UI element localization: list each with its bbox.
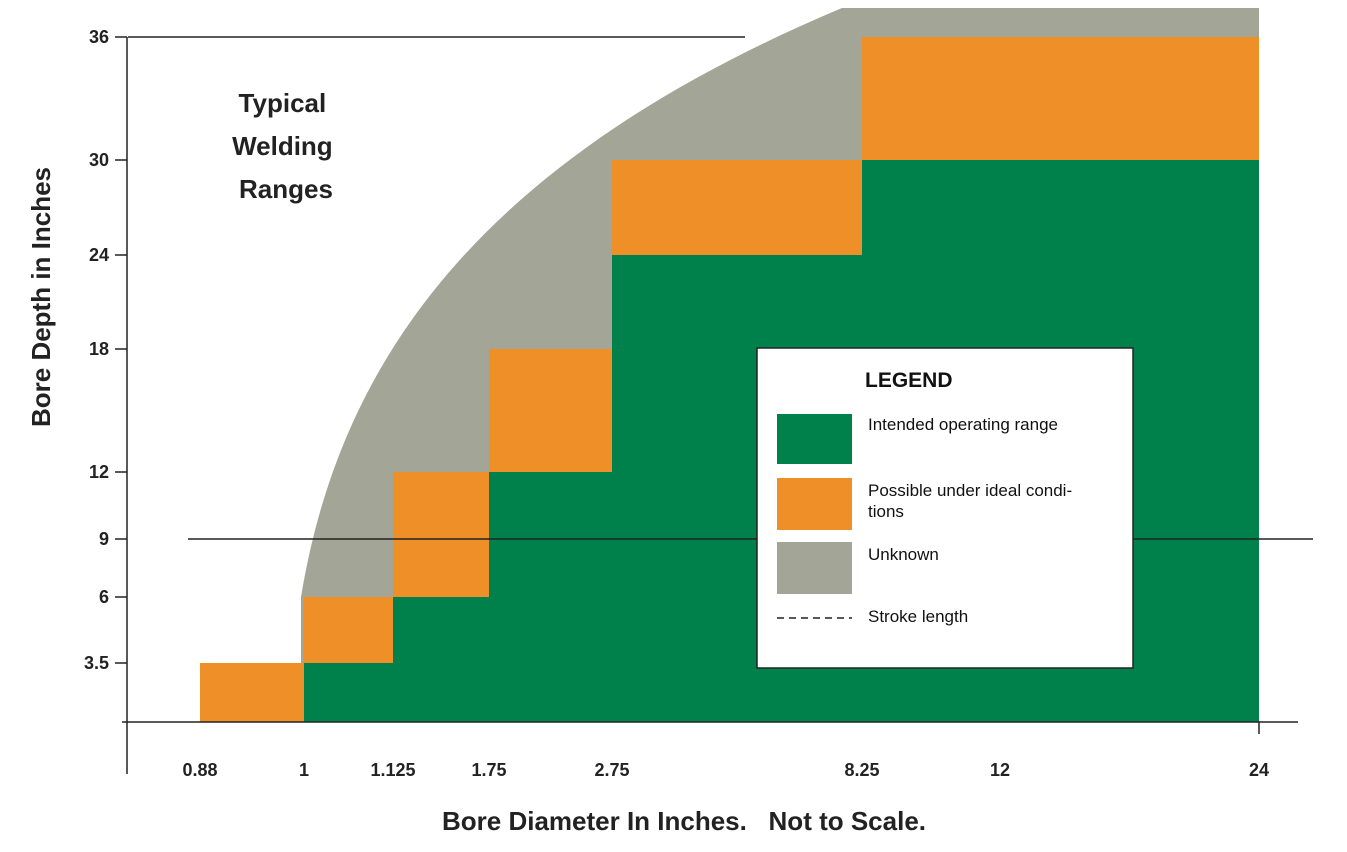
x-tick-label: 8.25 — [844, 760, 879, 780]
intended-range-block-4 — [489, 472, 612, 722]
possible-range-block-1 — [200, 663, 304, 722]
legend-label-stroke-length: Stroke length — [868, 607, 968, 626]
y-tick-label: 3.5 — [84, 653, 109, 673]
y-tick-label: 36 — [89, 27, 109, 47]
x-tick-label: 1 — [299, 760, 309, 780]
x-tick-label: 1.125 — [370, 760, 415, 780]
x-axis-label: Bore Diameter In Inches. Not to Scale. — [442, 806, 926, 836]
x-tick-label: 12 — [990, 760, 1010, 780]
legend-swatch-intended — [777, 414, 852, 464]
legend-title: LEGEND — [865, 369, 953, 392]
y-tick-label: 24 — [89, 245, 109, 265]
intended-range-block-3 — [393, 597, 489, 722]
x-tick-label: 2.75 — [594, 760, 629, 780]
legend-swatch-possible — [777, 478, 852, 530]
y-tick-label: 9 — [99, 529, 109, 549]
legend-label-unknown: Unknown — [868, 545, 939, 564]
legend-label-possible: Possible under ideal condi- tions — [868, 481, 1077, 521]
y-tick-label: 6 — [99, 587, 109, 607]
y-axis-label: Bore Depth in Inches — [26, 167, 56, 427]
legend: LEGEND Intended operating range Possible… — [756, 347, 1134, 669]
chart-title: Typical Welding Ranges — [232, 88, 340, 204]
x-tick-label: 0.88 — [182, 760, 217, 780]
chart-title-line-1: Typical — [239, 88, 327, 118]
intended-range-block-2 — [304, 663, 393, 722]
y-tick-label: 18 — [89, 339, 109, 359]
chart-title-line-2: Welding — [232, 131, 333, 161]
legend-label-intended: Intended operating range — [868, 415, 1058, 434]
y-tick-label: 12 — [89, 462, 109, 482]
chart-title-line-3: Ranges — [239, 174, 333, 204]
x-tick-label: 1.75 — [471, 760, 506, 780]
y-tick-label: 30 — [89, 150, 109, 170]
legend-swatch-unknown — [777, 542, 852, 594]
x-tick-label: 24 — [1249, 760, 1269, 780]
